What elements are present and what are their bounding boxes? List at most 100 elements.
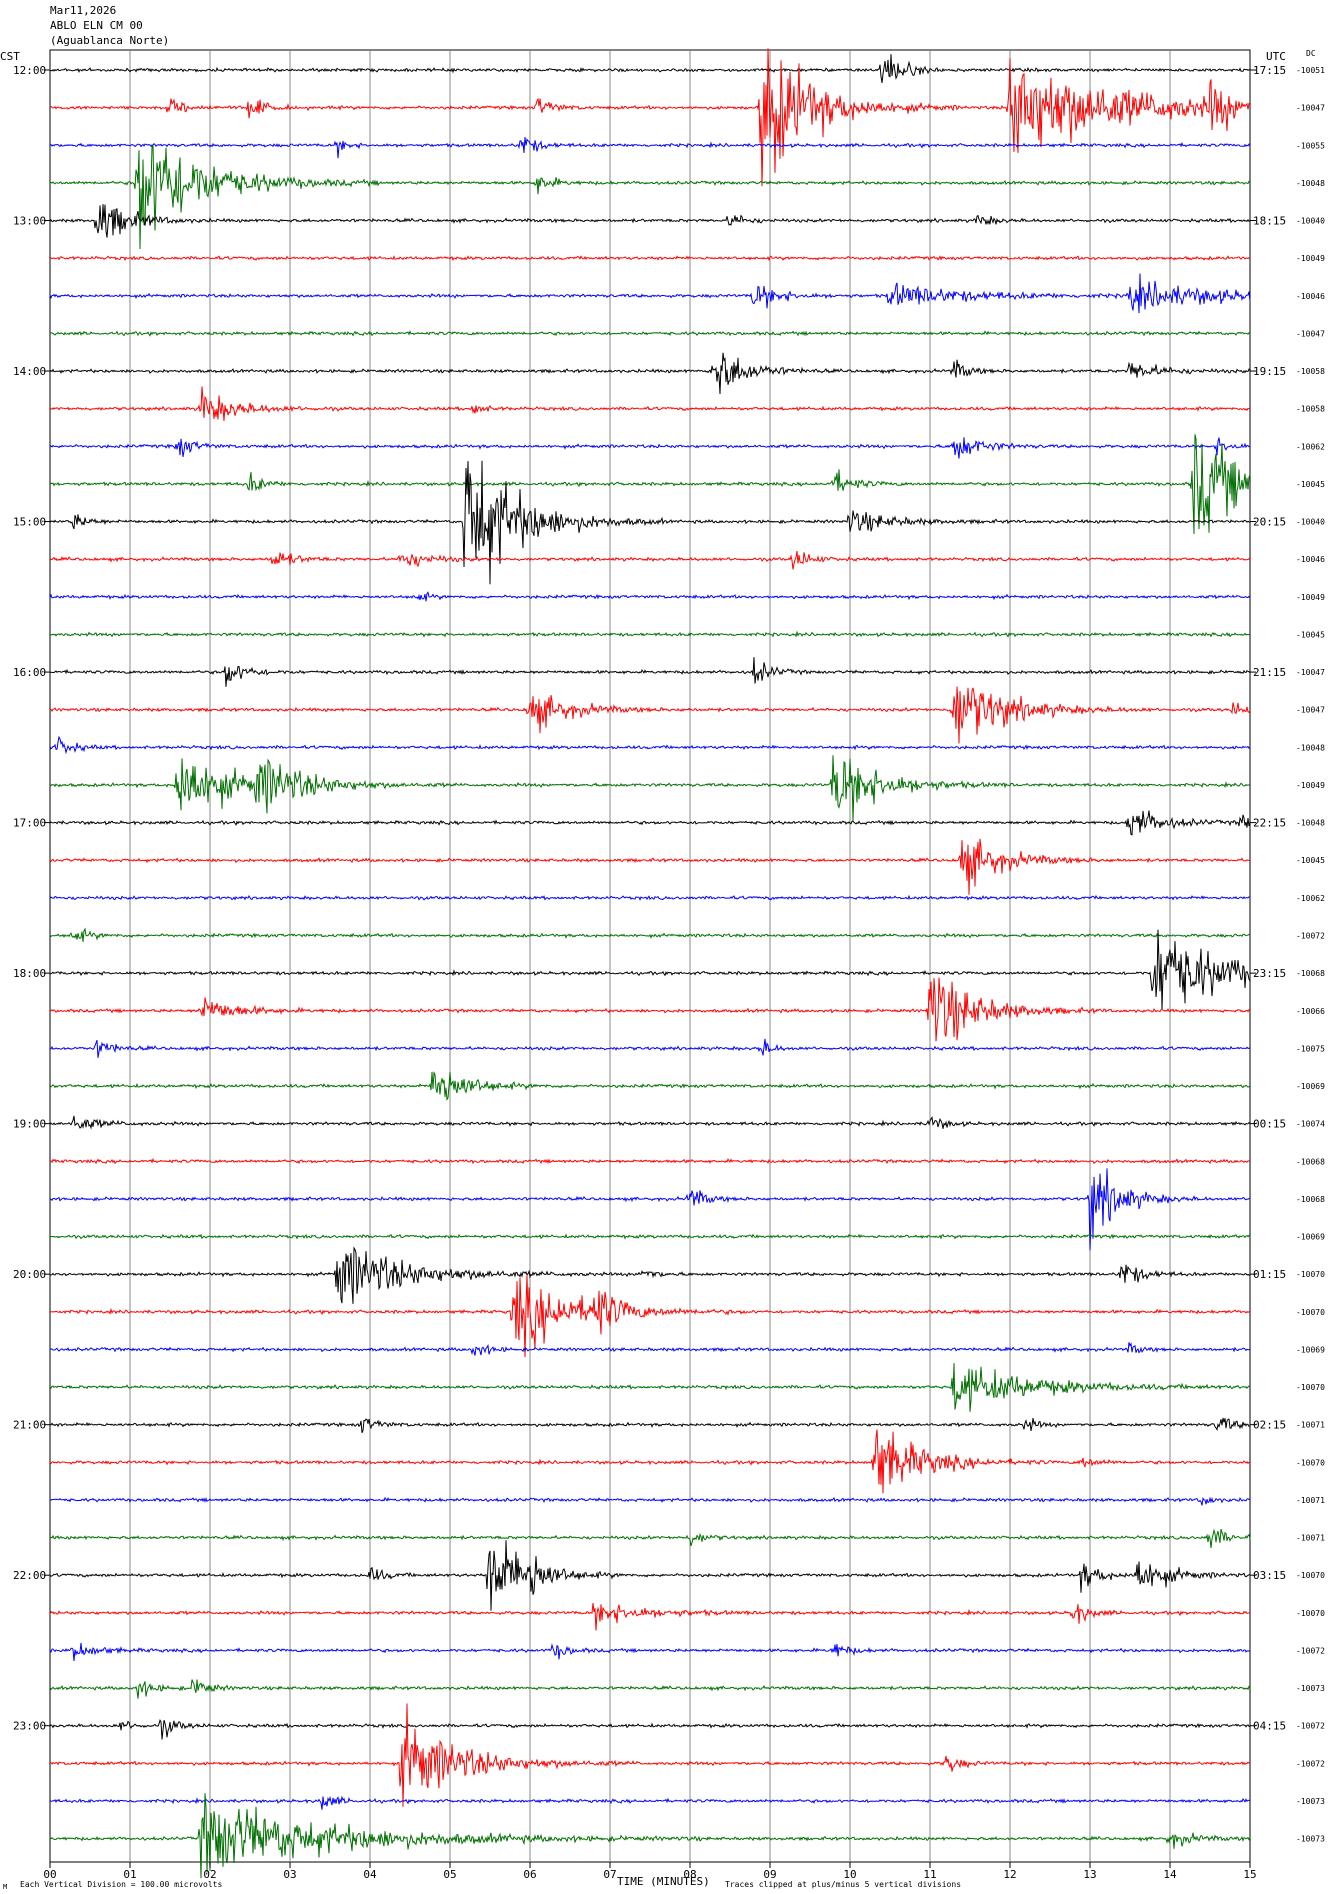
dc-offset-label: -10051	[1296, 66, 1325, 75]
seismic-trace	[49, 352, 1251, 395]
seismic-trace	[49, 54, 1251, 83]
cst-hour-label: 19:00	[13, 1118, 46, 1131]
dc-offset-label: -10049	[1296, 254, 1325, 263]
seismic-trace	[49, 48, 1251, 187]
dc-offset-label: -10066	[1296, 1007, 1325, 1016]
seismic-trace	[49, 1795, 1251, 1810]
site-label: (Aguablanca Norte)	[50, 34, 169, 47]
scale-note: Each Vertical Division = 100.00 microvol…	[20, 1880, 222, 1889]
seismic-trace	[49, 1540, 1250, 1611]
dc-offset-label: -10045	[1296, 480, 1325, 489]
x-axis-title: TIME (MINUTES)	[617, 1875, 710, 1888]
dc-offset-label: -10048	[1296, 179, 1325, 188]
seismic-trace	[49, 434, 1251, 535]
utc-hour-label: 22:15	[1253, 817, 1286, 830]
dc-offset-label: -10046	[1296, 555, 1325, 564]
dc-offset-label: -10069	[1296, 1082, 1325, 1091]
dc-offset-label: -10062	[1296, 442, 1325, 451]
x-tick-label: 06	[523, 1868, 536, 1881]
dc-offset-label: -10070	[1296, 1609, 1325, 1618]
x-tick-label: 01	[123, 1868, 136, 1881]
dc-offset-label: -10075	[1296, 1044, 1325, 1053]
seismic-trace	[49, 1703, 1251, 1807]
utc-hour-label: 20:15	[1253, 516, 1286, 529]
x-tick-label: 10	[843, 1868, 856, 1881]
x-tick-label: 08	[683, 1868, 696, 1881]
dc-offset-label: -10045	[1296, 630, 1325, 639]
utc-hour-label: 00:15	[1253, 1118, 1286, 1131]
dc-offset-label: -10068	[1296, 1157, 1325, 1166]
seismic-trace	[49, 657, 1251, 687]
plot-frame	[49, 49, 1251, 1863]
seismic-trace	[49, 591, 1251, 602]
dc-offset-label: -10058	[1296, 405, 1325, 414]
seismic-trace	[49, 1642, 1251, 1661]
cst-hour-label: 23:00	[13, 1720, 46, 1733]
dc-offset-label: -10049	[1296, 593, 1325, 602]
seismic-trace	[49, 386, 1251, 421]
seismic-trace	[49, 273, 1251, 314]
dc-offset-label: -10071	[1296, 1421, 1325, 1430]
grid	[49, 49, 1251, 1863]
right-timezone-label: UTC	[1266, 50, 1286, 63]
dc-offset-label: -10074	[1296, 1120, 1325, 1129]
dc-offset-label: -10072	[1296, 931, 1325, 940]
x-tick-label: 05	[443, 1868, 456, 1881]
seismic-trace	[49, 204, 1251, 238]
utc-hour-label: 23:15	[1253, 967, 1286, 980]
cst-hour-label: 21:00	[13, 1419, 46, 1432]
seismic-trace	[49, 1115, 1251, 1130]
dc-offset-label: -10040	[1296, 518, 1325, 527]
seismic-trace	[49, 1363, 1251, 1412]
dc-offset-label: -10070	[1296, 1571, 1325, 1580]
seismic-trace	[49, 330, 1251, 337]
dc-offset-label: -10073	[1296, 1684, 1325, 1693]
dc-offset-label: -10055	[1296, 141, 1325, 150]
dc-offset-label: -10040	[1296, 217, 1325, 226]
dc-offset-label: -10058	[1296, 367, 1325, 376]
seismic-trace	[50, 929, 1251, 1010]
seismic-trace	[49, 1417, 1251, 1433]
x-tick-label: 15	[1243, 1868, 1256, 1881]
utc-hour-label: 04:15	[1253, 1720, 1286, 1733]
dc-offset-label: -10071	[1296, 1534, 1325, 1543]
dc-offset-label: -10048	[1296, 819, 1325, 828]
x-tick-label: 07	[603, 1868, 616, 1881]
seismic-trace	[49, 1274, 1251, 1358]
dc-offset-label: -10070	[1296, 1383, 1325, 1392]
seismic-trace	[49, 1679, 1251, 1699]
dc-offset-label: -10047	[1296, 104, 1325, 113]
x-tick-label: 09	[763, 1868, 776, 1881]
dc-offset-label: -10068	[1296, 969, 1325, 978]
cst-hour-label: 15:00	[13, 516, 46, 529]
seismic-trace	[49, 1157, 1251, 1165]
axis-labels: 00 01 02 03 04 05 06 07 08 09 10 11 12 13 14 15 -10051 12…	[13, 64, 1325, 1881]
cst-hour-label: 18:00	[13, 967, 46, 980]
seismic-trace	[49, 810, 1251, 836]
seismic-trace	[49, 143, 1251, 250]
x-tick-label: 03	[283, 1868, 296, 1881]
dc-offset-label: -10048	[1296, 743, 1325, 752]
dc-header-label: DC	[1306, 49, 1316, 58]
dc-offset-label: -10069	[1296, 1345, 1325, 1354]
trace-area	[49, 48, 1251, 1879]
cst-hour-label: 16:00	[13, 666, 46, 679]
cst-hour-label: 13:00	[13, 215, 46, 228]
seismic-trace	[49, 1793, 1251, 1879]
cst-hour-label: 14:00	[13, 365, 46, 378]
seismic-trace	[49, 1233, 1251, 1240]
dc-offset-label: -10045	[1296, 856, 1325, 865]
utc-hour-label: 18:15	[1253, 215, 1286, 228]
cst-hour-label: 22:00	[13, 1569, 46, 1582]
x-tick-label: 14	[1163, 1868, 1177, 1881]
seismic-trace	[49, 437, 1250, 459]
seismic-trace	[49, 1528, 1251, 1548]
dc-offset-label: -10072	[1296, 1722, 1325, 1731]
station-label: ABLO ELN CM 00	[50, 19, 143, 32]
clip-note: Traces clipped at plus/minus 5 vertical …	[725, 1880, 961, 1889]
x-tick-label: 02	[203, 1868, 216, 1881]
utc-hour-label: 17:15	[1253, 64, 1286, 77]
seismic-trace	[49, 927, 1251, 942]
dc-offset-label: -10047	[1296, 329, 1325, 338]
